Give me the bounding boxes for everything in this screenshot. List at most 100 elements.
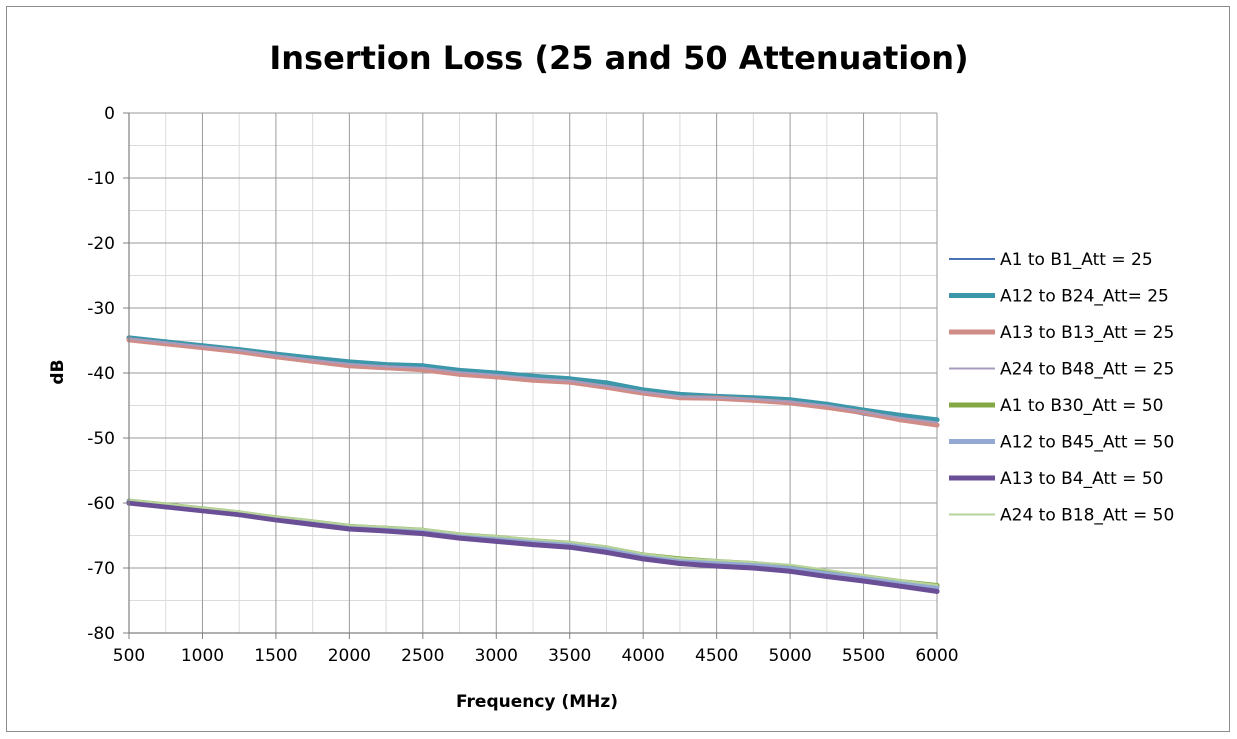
- data-point-7: [457, 535, 462, 541]
- legend-label: A13 to B4_Att = 50: [1000, 469, 1163, 489]
- data-point-7: [493, 538, 499, 544]
- legend-entry-3: A13 to B13_Att = 25: [949, 323, 1174, 343]
- data-point-8: [899, 579, 902, 582]
- legend-label: A1 to B30_Att = 50: [1000, 396, 1163, 416]
- y-tick-label: -20: [87, 234, 115, 254]
- data-point-7: [750, 565, 756, 571]
- data-point-4: [752, 398, 755, 400]
- y-tick-label: -70: [87, 559, 115, 579]
- data-point-8: [678, 557, 681, 560]
- y-tick-label: -60: [87, 494, 115, 514]
- x-tick-label: 500: [113, 646, 145, 666]
- x-tick-label: 1500: [254, 646, 297, 666]
- legend-entry-6: A12 to B45_Att = 50: [949, 433, 1174, 453]
- grid: [128, 112, 938, 634]
- x-axis-title: Frequency (MHz): [456, 692, 618, 712]
- data-point-8: [532, 538, 534, 541]
- data-point-7: [934, 588, 940, 594]
- axes: [123, 112, 938, 639]
- data-point-7: [677, 561, 683, 566]
- data-point-7: [236, 512, 242, 518]
- y-tick-label: 0: [104, 104, 115, 124]
- data-point-8: [238, 510, 241, 513]
- data-point-8: [385, 526, 388, 528]
- legend-entry-8: A24 to B18_Att = 50: [949, 506, 1174, 526]
- legend-label: A24 to B48_Att = 25: [1000, 360, 1174, 380]
- y-tick-labels: 0 -10 -20 -30 -40 -50 -60 -70 -80: [87, 104, 115, 644]
- y-axis-title: dB: [48, 359, 68, 384]
- data-point-8: [458, 532, 461, 535]
- legend-entry-4: A24 to B48_Att = 25: [949, 360, 1174, 380]
- data-point-7: [310, 522, 316, 527]
- data-point-7: [567, 544, 573, 550]
- data-point-8: [421, 528, 424, 530]
- data-point-7: [604, 549, 609, 555]
- data-point-4: [385, 365, 388, 368]
- data-point-7: [383, 528, 389, 534]
- data-point-8: [311, 519, 314, 522]
- legend-entry-5: A1 to B30_Att = 50: [949, 396, 1163, 416]
- legend-label: A13 to B13_Att = 25: [1000, 323, 1174, 343]
- data-point-4: [899, 416, 902, 419]
- data-point-4: [605, 385, 608, 387]
- data-point-4: [421, 366, 424, 369]
- x-tick-label: 2000: [328, 646, 371, 666]
- data-point-8: [568, 541, 571, 543]
- data-point-8: [348, 524, 351, 527]
- chart-frame: Insertion Loss (25 and 50 Attenuation) 5…: [6, 6, 1230, 732]
- data-point-7: [200, 508, 205, 514]
- data-point-4: [311, 359, 314, 361]
- data-point-7: [420, 531, 426, 537]
- y-tick-label: -40: [87, 364, 115, 384]
- data-point-8: [862, 574, 865, 577]
- legend-label: A12 to B24_Att= 25: [1000, 287, 1169, 307]
- data-point-4: [568, 379, 571, 382]
- x-tick-label: 1000: [181, 646, 224, 666]
- x-tick-label: 4500: [695, 646, 738, 666]
- data-point-7: [273, 517, 279, 523]
- legend-label: A1 to B1_Att = 25: [1000, 250, 1153, 270]
- data-point-4: [348, 362, 351, 365]
- legend-label: A24 to B18_Att = 50: [1000, 506, 1174, 526]
- data-point-7: [530, 542, 536, 548]
- data-point-7: [824, 574, 830, 579]
- data-point-4: [825, 404, 828, 407]
- data-point-7: [897, 583, 903, 589]
- legend-entry-2: A12 to B24_Att= 25: [949, 287, 1169, 307]
- data-point-8: [164, 502, 167, 505]
- data-point-4: [458, 371, 461, 374]
- x-tick-label: 3000: [475, 646, 518, 666]
- y-tick-label: -50: [87, 429, 115, 449]
- data-point-8: [495, 535, 498, 538]
- data-point-4: [274, 354, 277, 357]
- data-point-7: [163, 504, 169, 510]
- x-tick-label: 5000: [768, 646, 811, 666]
- chart-title: Insertion Loss (25 and 50 Attenuation): [269, 39, 968, 77]
- data-point-8: [201, 506, 204, 509]
- line-chart: Insertion Loss (25 and 50 Attenuation) 5…: [48, 39, 1174, 712]
- y-tick-label: -10: [87, 169, 115, 189]
- data-point-2: [897, 412, 903, 418]
- x-tick-label: 6000: [915, 646, 958, 666]
- x-tick-labels: 500 1000 1500 2000 2500 3000 3500 4000 4500 5000 5…: [113, 646, 959, 666]
- data-point-7: [346, 526, 352, 532]
- data-point-7: [861, 578, 866, 584]
- data-point-8: [936, 583, 938, 586]
- data-point-4: [164, 341, 167, 344]
- data-point-4: [495, 373, 498, 376]
- x-tick-label: 4000: [622, 646, 665, 666]
- y-tick-label: -30: [87, 299, 115, 319]
- series-group: [126, 335, 940, 594]
- data-point-4: [789, 400, 792, 403]
- data-point-4: [238, 349, 241, 352]
- data-point-8: [825, 568, 828, 571]
- data-point-8: [274, 515, 277, 518]
- y-tick-label: -80: [87, 624, 115, 644]
- data-point-7: [714, 563, 720, 569]
- data-point-4: [642, 390, 645, 393]
- x-tick-label: 2500: [401, 646, 444, 666]
- data-point-4: [678, 395, 681, 398]
- x-tick-label: 5500: [842, 646, 885, 666]
- data-point-8: [605, 545, 608, 548]
- data-point-8: [715, 559, 718, 562]
